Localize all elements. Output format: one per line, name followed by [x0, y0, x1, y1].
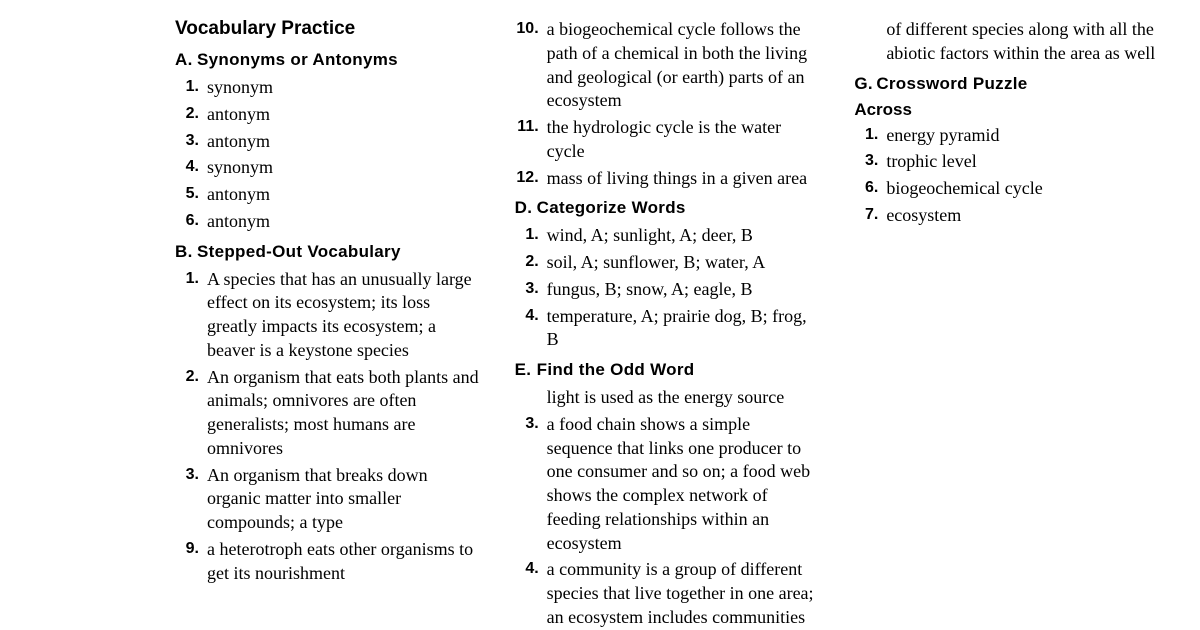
item-text: antonym: [207, 210, 481, 234]
list-item: 3.An organism that breaks down organic m…: [175, 464, 481, 535]
section-d-heading: D.Categorize Words: [515, 198, 821, 218]
section-b-heading: B.Stepped-Out Vocabulary: [175, 242, 481, 262]
list-item: 3.antonym: [175, 130, 481, 154]
item-text: A species that has an unusually large ef…: [207, 268, 481, 363]
item-number: 11.: [515, 116, 547, 137]
section-e-heading: E.Find the Odd Word: [515, 360, 821, 380]
item-text: mass of living things in a given area: [547, 167, 821, 191]
section-title: Crossword Puzzle: [876, 74, 1027, 93]
item-number: 1.: [515, 224, 547, 245]
item-number: 4.: [515, 558, 547, 579]
item-number: 3.: [175, 130, 207, 151]
item-number: 1.: [854, 124, 886, 145]
item-text: An organism that breaks down organic mat…: [207, 464, 481, 535]
list-item: 12.mass of living things in a given area: [515, 167, 821, 191]
section-title: Categorize Words: [537, 198, 686, 217]
section-letter: B.: [175, 242, 197, 262]
list-item: 10.a biogeochemical cycle follows the pa…: [515, 18, 821, 113]
item-text: biogeochemical cycle: [886, 177, 1160, 201]
item-text: antonym: [207, 130, 481, 154]
section-g-heading: G.Crossword Puzzle: [854, 74, 1160, 94]
item-text: soil, A; sunflower, B; water, A: [547, 251, 821, 275]
item-text: fungus, B; snow, A; eagle, B: [547, 278, 821, 302]
list-item: 6.biogeochemical cycle: [854, 177, 1160, 201]
item-text: ecosystem: [886, 204, 1160, 228]
list-item: 11.the hydrologic cycle is the water cyc…: [515, 116, 821, 164]
section-title: Synonyms or Antonyms: [197, 50, 398, 69]
section-letter: A.: [175, 50, 197, 70]
item-number: 3.: [515, 413, 547, 434]
item-text: a food chain shows a simple sequence tha…: [547, 413, 821, 556]
list-item: 2.soil, A; sunflower, B; water, A: [515, 251, 821, 275]
list-item: 9.a heterotroph eats other organisms to …: [175, 538, 481, 586]
list-item: 6.antonym: [175, 210, 481, 234]
list-item: 1.synonym: [175, 76, 481, 100]
item-number: 6.: [854, 177, 886, 198]
item-number: 10.: [515, 18, 547, 39]
section-a-list: 1.synonym 2.antonym 3.antonym 4.synonym …: [175, 76, 481, 234]
item-text: An organism that eats both plants and an…: [207, 366, 481, 461]
section-title: Find the Odd Word: [537, 360, 695, 379]
list-item: 2.An organism that eats both plants and …: [175, 366, 481, 461]
item-number: 9.: [175, 538, 207, 559]
item-text: trophic level: [886, 150, 1160, 174]
item-text: synonym: [207, 76, 481, 100]
document-columns: Vocabulary Practice A.Synonyms or Antony…: [175, 18, 1160, 630]
item-text: temperature, A; prairie dog, B; frog, B: [547, 305, 821, 353]
section-letter: E.: [515, 360, 537, 380]
item-number: 2.: [515, 251, 547, 272]
item-number: 2.: [175, 103, 207, 124]
list-item: 7.ecosystem: [854, 204, 1160, 228]
list-item: 3.fungus, B; snow, A; eagle, B: [515, 278, 821, 302]
item-number: 6.: [175, 210, 207, 231]
section-g-subhead: Across: [854, 100, 1160, 120]
item-number: 4.: [175, 156, 207, 177]
list-item: 3.a food chain shows a simple sequence t…: [515, 413, 821, 556]
list-item: 4.synonym: [175, 156, 481, 180]
item-text: energy pyramid: [886, 124, 1160, 148]
list-item: 1.A species that has an unusually large …: [175, 268, 481, 363]
section-g-list: 1.energy pyramid 3.trophic level 6.bioge…: [854, 124, 1160, 228]
item-text: the hydrologic cycle is the water cycle: [547, 116, 821, 164]
item-text: antonym: [207, 103, 481, 127]
item-text: wind, A; sunlight, A; deer, B: [547, 224, 821, 248]
item-text: antonym: [207, 183, 481, 207]
page-title: Vocabulary Practice: [175, 18, 481, 40]
item-number: 2.: [175, 366, 207, 387]
list-item: 1.energy pyramid: [854, 124, 1160, 148]
item-number: 1.: [175, 76, 207, 97]
list-item: 2.antonym: [175, 103, 481, 127]
item-text: synonym: [207, 156, 481, 180]
item-text: a biogeochemical cycle follows the path …: [547, 18, 821, 113]
section-d-list: 1.wind, A; sunlight, A; deer, B 2.soil, …: [515, 224, 821, 352]
item-text: a heterotroph eats other organisms to ge…: [207, 538, 481, 586]
list-item: 1.wind, A; sunlight, A; deer, B: [515, 224, 821, 248]
list-item: 4.temperature, A; prairie dog, B; frog, …: [515, 305, 821, 353]
item-number: 1.: [175, 268, 207, 289]
item-number: 7.: [854, 204, 886, 225]
section-a-heading: A.Synonyms or Antonyms: [175, 50, 481, 70]
list-item: 5.antonym: [175, 183, 481, 207]
item-number: 4.: [515, 305, 547, 326]
section-title: Stepped-Out Vocabulary: [197, 242, 401, 261]
item-number: 3.: [854, 150, 886, 171]
section-letter: G.: [854, 74, 876, 94]
section-b-list: 1.A species that has an unusually large …: [175, 268, 481, 535]
list-item: 3.trophic level: [854, 150, 1160, 174]
section-letter: D.: [515, 198, 537, 218]
item-number: 5.: [175, 183, 207, 204]
item-number: 3.: [175, 464, 207, 485]
item-number: 3.: [515, 278, 547, 299]
item-number: 12.: [515, 167, 547, 188]
col3-continuation-text: light is used as the energy source: [515, 386, 821, 410]
